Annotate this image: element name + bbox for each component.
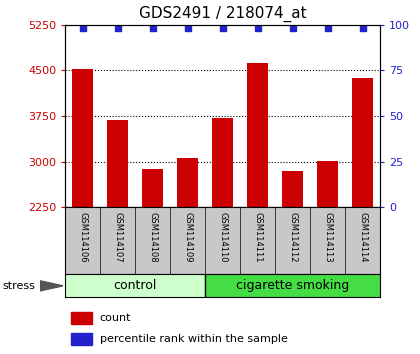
Point (149, 25, 156, 31)
Point (219, 25, 226, 31)
Text: GSM114113: GSM114113 (323, 212, 332, 263)
Bar (205, 274, 380, 297)
Text: GSM114109: GSM114109 (183, 212, 192, 263)
Bar (352, 78, 373, 207)
Bar (71, 312, 92, 324)
Text: count: count (100, 313, 131, 323)
Point (114, 25, 121, 31)
Bar (142, 170, 163, 207)
Bar (65, 274, 205, 297)
Bar (212, 118, 233, 207)
Text: GSM114108: GSM114108 (148, 212, 157, 263)
Text: GSM114111: GSM114111 (253, 212, 262, 263)
Text: percentile rank within the sample: percentile rank within the sample (100, 334, 288, 344)
Point (359, 25, 366, 31)
Bar (107, 120, 128, 207)
Text: cigarette smoking: cigarette smoking (236, 279, 349, 292)
Text: control: control (113, 279, 157, 292)
Bar (247, 63, 268, 207)
Point (289, 25, 296, 31)
Text: GSM114107: GSM114107 (113, 212, 122, 263)
Bar (177, 158, 198, 207)
Text: GSM114112: GSM114112 (288, 212, 297, 263)
Text: GSM114114: GSM114114 (358, 212, 367, 263)
Text: stress: stress (2, 281, 35, 291)
Bar (71, 333, 92, 345)
Point (79, 25, 86, 31)
Point (324, 25, 331, 31)
Text: GSM114110: GSM114110 (218, 212, 227, 263)
Bar (317, 161, 338, 207)
Title: GDS2491 / 218074_at: GDS2491 / 218074_at (139, 6, 307, 22)
Bar (282, 171, 303, 207)
Polygon shape (40, 281, 63, 291)
Text: GSM114106: GSM114106 (78, 212, 87, 263)
Bar (72, 69, 93, 207)
Point (254, 25, 261, 31)
Point (184, 25, 191, 31)
